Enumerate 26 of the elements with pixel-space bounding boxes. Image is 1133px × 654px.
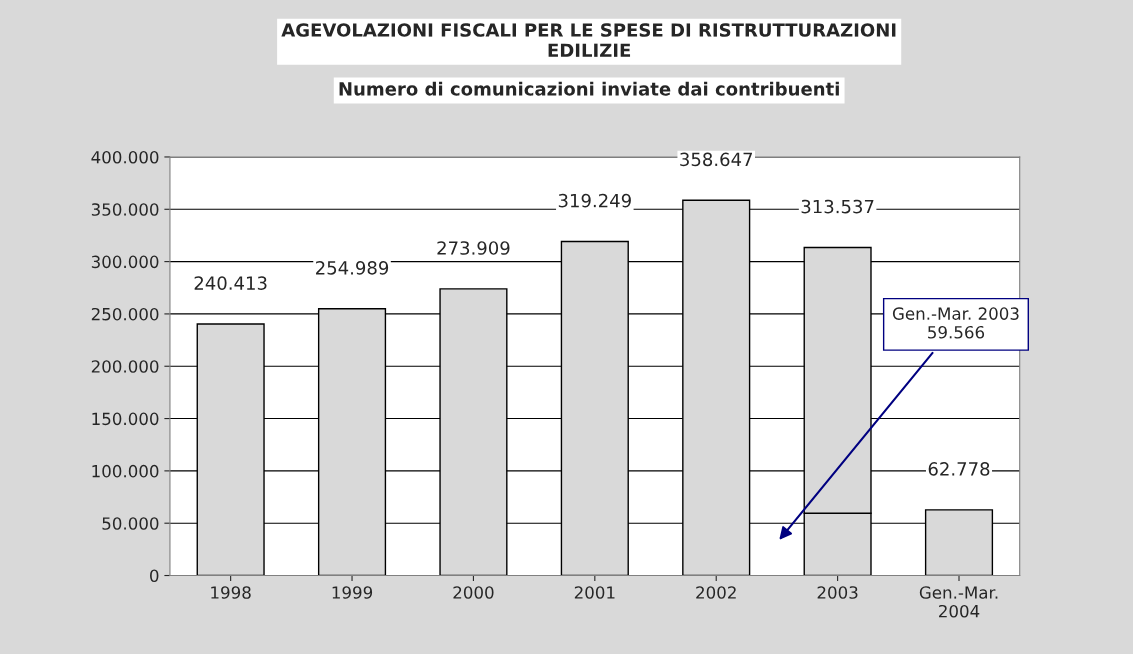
total-label: 254.989 <box>316 260 389 275</box>
x-tick-label: 2001 <box>574 586 615 599</box>
y-tick-label: 50.000 <box>102 517 159 530</box>
x-tick-label: 2002 <box>696 586 736 599</box>
y-tick-label: 200.000 <box>91 360 159 373</box>
y-tick-label: 400.000 <box>91 150 159 164</box>
total-label: 319.249 <box>558 193 631 208</box>
x-tick-label: 2000 <box>453 586 494 599</box>
y-tick-label: 0 <box>150 569 159 583</box>
total-label: 240.413 <box>194 276 267 290</box>
total-label: 273.909 <box>437 241 510 255</box>
y-tick-label: 350.000 <box>91 203 159 216</box>
x-tick-label: Gen.-Mar. 2004 <box>919 586 998 618</box>
x-tick-label: 2003 <box>817 586 858 599</box>
y-tick-label: 100.000 <box>92 464 159 478</box>
chart-subtitle: Numero di comunicazioni inviate dai contribuenti <box>339 81 839 96</box>
total-label: 313.537 <box>801 199 874 214</box>
total-label: 62.778 <box>928 462 990 476</box>
x-tick-label: 1998 <box>211 586 251 599</box>
chart-title: AGEVOLAZIONI FISCALI PER LE SPESE DI RISTRUTTURAZIONI EDILIZIE <box>281 23 896 57</box>
y-tick-label: 250.000 <box>91 307 159 321</box>
x-tick-label: 1999 <box>332 586 373 599</box>
y-tick-label: 150.000 <box>92 412 159 426</box>
y-tick-label: 300.000 <box>91 255 159 269</box>
annotation: Gen.-Mar. 2003 59.566 <box>892 307 1019 339</box>
total-label: 358.647 <box>680 152 753 167</box>
